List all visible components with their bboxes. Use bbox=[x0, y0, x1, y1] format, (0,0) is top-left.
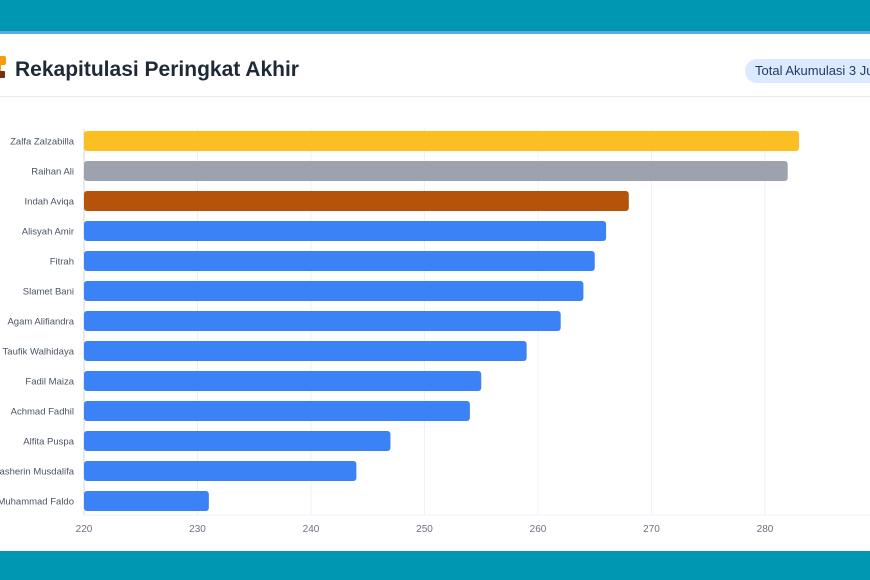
category-label: ajasherin Musdalifa bbox=[0, 467, 75, 478]
category-label: Zalfa Zalzabilla bbox=[10, 137, 75, 148]
bar bbox=[84, 251, 595, 271]
bar bbox=[84, 281, 584, 301]
category-label: Alisyah Amir bbox=[22, 227, 74, 238]
bar bbox=[84, 161, 788, 181]
category-label: Achmad Fadhil bbox=[11, 407, 74, 418]
bar bbox=[84, 311, 561, 331]
category-label: Fadil Maiza bbox=[25, 377, 74, 388]
bar bbox=[84, 191, 629, 211]
bar bbox=[84, 461, 357, 481]
x-tick-label: 230 bbox=[189, 524, 206, 535]
bar bbox=[84, 131, 800, 151]
total-badge: Total Akumulasi 3 Ju bbox=[745, 59, 870, 83]
x-tick-label: 220 bbox=[76, 524, 93, 535]
x-tick-label: 270 bbox=[643, 524, 660, 535]
category-label: Fitrah bbox=[50, 257, 74, 268]
bar bbox=[84, 401, 470, 421]
page-title: Rekapitulasi Peringkat Akhir bbox=[15, 58, 299, 81]
bar-chart: 2202302402502602702802Zalfa ZalzabillaRa… bbox=[0, 129, 870, 535]
bar bbox=[84, 371, 482, 391]
category-label: Taufik Walhidaya bbox=[3, 347, 75, 358]
x-tick-label: 250 bbox=[416, 524, 433, 535]
category-label: Indah Aviqa bbox=[25, 197, 75, 208]
category-label: Slamet Bani bbox=[23, 287, 74, 298]
category-label: Raihan Ali bbox=[31, 167, 74, 178]
ranking-card: Rekapitulasi Peringkat Akhir Total Akumu… bbox=[0, 31, 870, 551]
x-tick-label: 280 bbox=[757, 524, 774, 535]
bar bbox=[84, 221, 607, 241]
category-label: Agam Alifiandra bbox=[7, 317, 74, 328]
x-tick-label: 260 bbox=[530, 524, 547, 535]
bar bbox=[84, 341, 527, 361]
category-label: Muhammad Faldo bbox=[0, 497, 74, 508]
category-label: Alfita Puspa bbox=[23, 437, 74, 448]
card-header: Rekapitulasi Peringkat Akhir Total Akumu… bbox=[0, 34, 870, 97]
bar bbox=[84, 491, 209, 511]
bar bbox=[84, 431, 391, 451]
trophy-icon bbox=[0, 56, 6, 78]
x-tick-label: 240 bbox=[303, 524, 320, 535]
